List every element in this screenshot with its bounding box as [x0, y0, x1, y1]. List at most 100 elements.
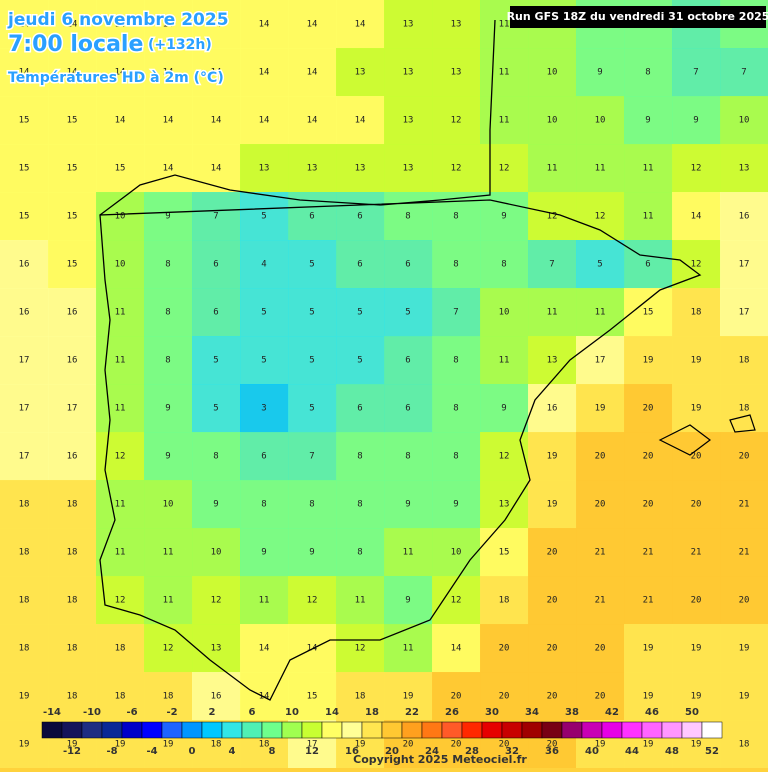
temperature-cell	[384, 240, 433, 289]
temperature-cell	[240, 288, 289, 337]
temperature-cell	[384, 672, 433, 721]
temperature-cell	[0, 624, 49, 673]
copyright: Copyright 2025 Meteociel.fr	[353, 753, 527, 766]
temperature-value: 21	[643, 596, 654, 606]
temperature-cell	[720, 240, 768, 289]
temperature-cell	[432, 48, 481, 97]
legend-swatch	[61, 721, 83, 739]
temperature-cell	[240, 384, 289, 433]
temperature-cell	[720, 432, 768, 481]
temperature-value: 19	[115, 740, 126, 750]
temperature-value: 19	[19, 740, 30, 750]
temperature-cell	[672, 336, 721, 385]
temperature-cell	[0, 576, 49, 625]
temperature-cell	[528, 144, 577, 193]
temperature-cell	[336, 480, 385, 529]
temperature-cell	[432, 144, 481, 193]
legend-label: -4	[146, 746, 157, 757]
legend-label: 38	[565, 707, 579, 718]
temperature-value: 8	[357, 548, 362, 558]
temperature-cell	[192, 384, 241, 433]
temperature-cell	[240, 0, 289, 49]
temperature-value: 8	[453, 356, 458, 366]
legend-label: -14	[43, 707, 61, 718]
temperature-value: 4	[261, 260, 266, 270]
temperature-cell	[48, 192, 97, 241]
temperature-value: 14	[307, 116, 318, 126]
legend-label: 50	[685, 707, 699, 718]
temperature-cell	[144, 432, 193, 481]
temperature-value: 3	[261, 404, 266, 414]
temperature-cell	[288, 576, 337, 625]
temperature-cell	[720, 336, 768, 385]
temperature-cell	[96, 672, 145, 721]
temperature-value: 11	[163, 596, 174, 606]
temperature-cell	[240, 96, 289, 145]
temperature-cell	[192, 240, 241, 289]
temperature-value: 18	[739, 356, 750, 366]
legend-swatch	[321, 721, 343, 739]
temperature-cell	[288, 48, 337, 97]
temperature-value: 9	[165, 452, 170, 462]
temperature-value: 8	[165, 356, 170, 366]
temperature-cell	[624, 48, 673, 97]
temperature-value: 18	[19, 644, 30, 654]
temperature-cell	[96, 528, 145, 577]
temperature-cell	[672, 384, 721, 433]
temperature-value: 11	[499, 356, 510, 366]
temperature-value: 8	[453, 260, 458, 270]
legend-swatch	[701, 721, 723, 739]
date-title: jeudi 6 novembre 2025	[7, 10, 229, 30]
temperature-value: 12	[307, 596, 318, 606]
temperature-value: 8	[165, 260, 170, 270]
temperature-value: 13	[403, 20, 414, 30]
temperature-value: 14	[355, 116, 366, 126]
temperature-value: 15	[307, 692, 318, 702]
temperature-value: 8	[309, 500, 314, 510]
temperature-value: 20	[595, 644, 606, 654]
temperature-cell	[96, 96, 145, 145]
temperature-value: 11	[403, 548, 414, 558]
temperature-value: 17	[739, 308, 750, 318]
temperature-value: 20	[643, 500, 654, 510]
temperature-cell	[432, 624, 481, 673]
temperature-value: 11	[499, 116, 510, 126]
legend-swatch	[41, 721, 63, 739]
temperature-value: 18	[259, 740, 270, 750]
temperature-value: 21	[691, 548, 702, 558]
legend-swatch	[161, 721, 183, 739]
temperature-cell	[240, 144, 289, 193]
temperature-value: 8	[405, 212, 410, 222]
temperature-cell	[240, 624, 289, 673]
temperature-value: 14	[19, 68, 30, 78]
temperature-cell	[0, 672, 49, 721]
legend-swatch	[481, 721, 503, 739]
temperature-cell	[384, 144, 433, 193]
temperature-cell	[288, 480, 337, 529]
temperature-cell	[288, 528, 337, 577]
temperature-value: 19	[67, 740, 78, 750]
temperature-value: 11	[403, 644, 414, 654]
temperature-value: 20	[595, 452, 606, 462]
temperature-cell	[192, 288, 241, 337]
temperature-value: 5	[597, 260, 602, 270]
legend-label: 4	[229, 746, 236, 757]
temperature-cell	[624, 144, 673, 193]
temperature-cell	[0, 0, 49, 49]
temperature-cell	[720, 192, 768, 241]
temperature-value: 16	[19, 308, 30, 318]
temperature-cell	[336, 0, 385, 49]
temperature-value: 14	[163, 164, 174, 174]
temperature-cell	[720, 720, 768, 769]
temperature-cell	[336, 672, 385, 721]
temperature-value: 14	[307, 68, 318, 78]
temperature-value: 21	[739, 500, 750, 510]
temperature-cell	[336, 528, 385, 577]
temperature-cell	[576, 144, 625, 193]
temperature-value: 18	[499, 596, 510, 606]
run-info: Run GFS 18Z du vendredi 31 octobre 2025	[507, 10, 768, 23]
temperature-value: 14	[115, 116, 126, 126]
temperature-value: 19	[547, 452, 558, 462]
temperature-cell	[96, 0, 145, 49]
legend-swatch	[661, 721, 683, 739]
